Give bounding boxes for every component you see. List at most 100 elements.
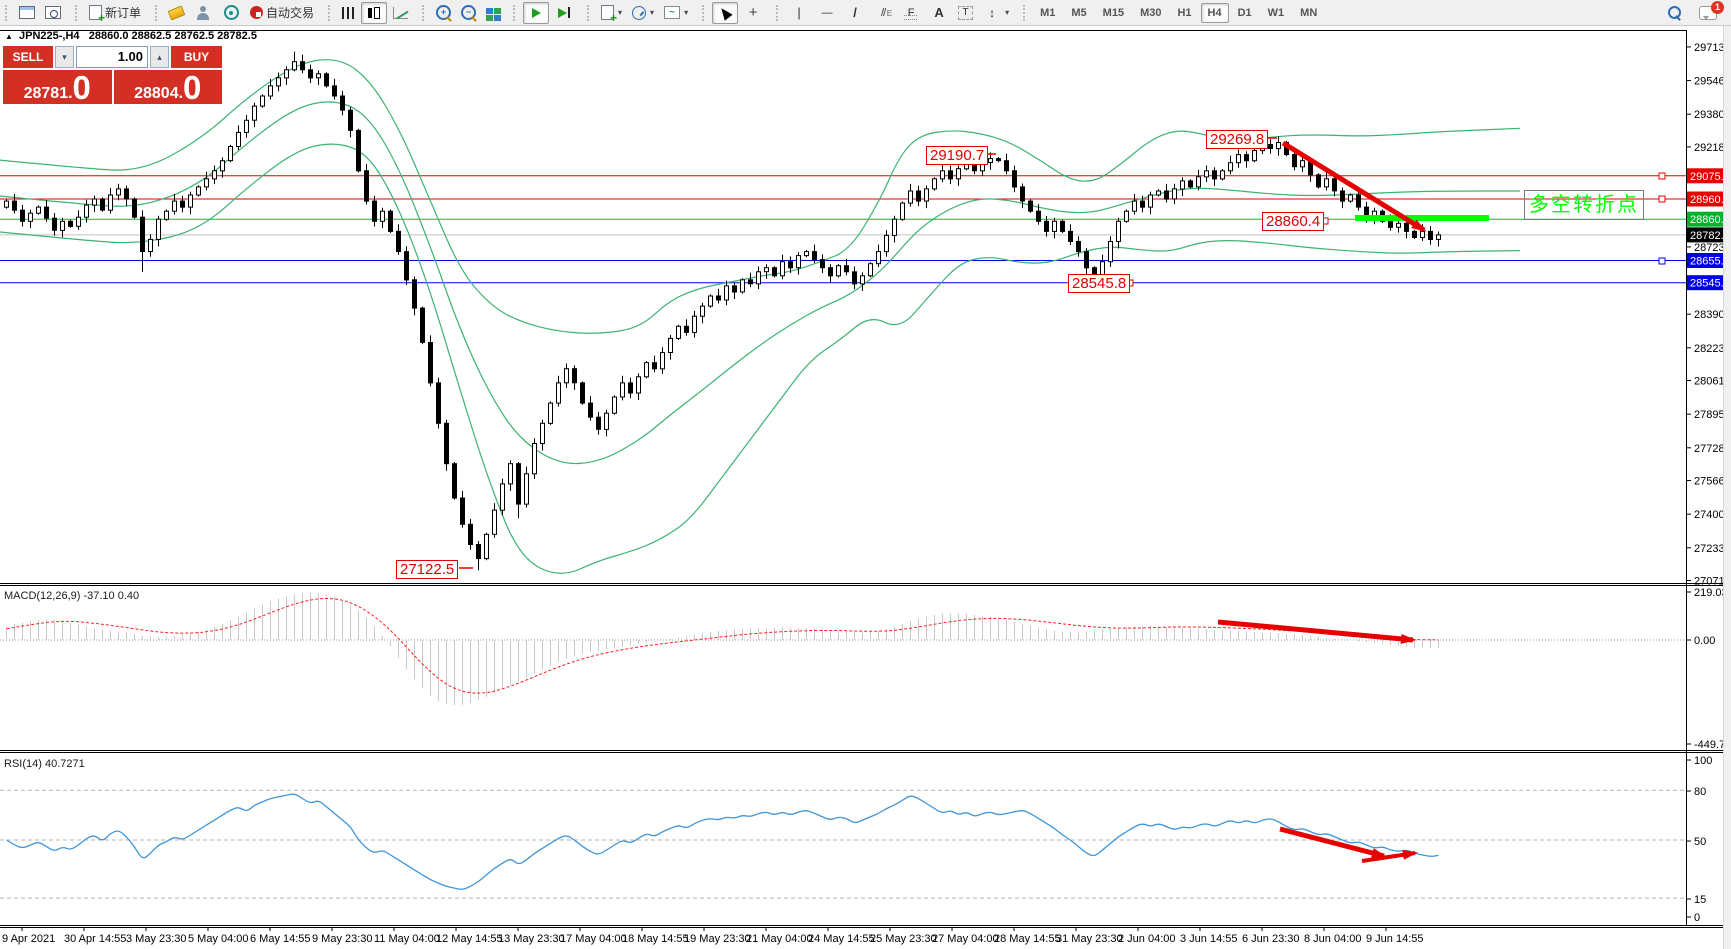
chevron-down-icon: ▾ [618,8,623,17]
buy-price-button[interactable]: 28804. 0 [113,70,222,104]
auto-scroll-button[interactable] [523,1,550,24]
svg-text:28655.7: 28655.7 [1690,256,1730,268]
time-axis: 9 Apr 2021 30 Apr 14:55 3 May 23:30 5 May 0… [2,928,1424,945]
toolbar-group: ▾ [771,0,1018,25]
zoom-in-button[interactable]: + [432,2,455,23]
volume-decrease-button[interactable]: ▾ [55,46,74,68]
svg-text:219.03: 219.03 [1694,587,1728,599]
macd-label: MACD(12,26,9) -37.10 0.40 [4,590,140,602]
templates-button[interactable]: ▾ [660,3,692,22]
text-icon [930,5,948,21]
text-button[interactable] [926,2,952,24]
text-label-button[interactable] [954,3,977,23]
zoom-out-button[interactable]: − [457,2,480,23]
svg-text:28960.2: 28960.2 [1690,194,1730,206]
svg-text:28723.0: 28723.0 [1694,242,1731,254]
buy-button[interactable]: BUY [171,46,222,68]
crosshair-button[interactable] [740,2,766,24]
bar-chart-button[interactable] [338,4,359,22]
timeframe-w1-button[interactable]: W1 [1267,6,1285,19]
trendline-button[interactable] [842,2,868,24]
chart-window-button[interactable] [15,3,39,22]
search-button[interactable] [1664,3,1685,22]
svg-text:21 May 04:00: 21 May 04:00 [746,933,813,945]
tile-windows-button[interactable] [482,7,503,17]
svg-text:3 May 23:30: 3 May 23:30 [126,933,187,945]
new-order-button[interactable]: 新订单 [85,1,145,24]
periods-button[interactable]: ▾ [628,3,658,23]
timeframe-m1-button[interactable]: M1 [1040,6,1056,19]
toolbar: 新订单 自动交易 +− ▾ ▾ ▾ ▾ M1 M5 M15 M30 H1 H4 D1 W1 MN 1 [0,0,1731,26]
arrows-button[interactable]: ▾ [979,2,1013,24]
svg-text:9 Jun 14:55: 9 Jun 14:55 [1366,933,1424,945]
horizontal-level-lines [0,175,1686,284]
price-label-28860[interactable]: 28860.4 [1262,212,1325,231]
indicators-button[interactable]: ▾ [597,2,626,24]
toolbar-group: 自动交易 [150,0,323,25]
candle-chart-button[interactable] [361,1,388,24]
svg-text:29075.1: 29075.1 [1690,171,1730,183]
equidistant-channel-button[interactable] [870,2,896,24]
buy-price-main: 28804 [134,85,179,102]
one-click-trading-panel: SELL ▾ ▴ BUY 28781.0 28804.0 [3,46,222,104]
candles [4,51,1441,571]
trend-arrow [1361,849,1418,863]
timeframe-h4-button[interactable]: H4 [1200,2,1229,23]
svg-text:12 May 14:55: 12 May 14:55 [436,933,503,945]
toolbar-group: 新订单 [70,0,150,25]
timeframe-mn-button[interactable]: MN [1300,6,1318,19]
timeframe-m30-button[interactable]: M30 [1140,6,1162,19]
volume-increase-button[interactable]: ▴ [150,46,169,68]
svg-text:29380.0: 29380.0 [1694,109,1731,121]
timeframe-m15-button[interactable]: M15 [1102,6,1125,19]
sell-button[interactable]: SELL [3,46,53,68]
signals-button[interactable] [218,2,244,24]
fibo-icon [902,5,920,21]
sell-price-big-digit: 0 [72,69,91,106]
fibonacci-button[interactable] [898,2,924,24]
toolbar-groups: 新订单 自动交易 +− ▾ ▾ ▾ ▾ M1 M5 M15 M30 H1 H4 D1 W1 MN [0,0,1329,25]
sell-price-button[interactable]: 28781. 0 [3,70,112,104]
rsi-pane: 100 80 50 15 0 [0,755,1712,924]
svg-text:27 May 04:00: 27 May 04:00 [932,933,999,945]
svg-text:29713.0: 29713.0 [1694,42,1731,54]
trend-arrow [1217,619,1416,644]
line-chart-button[interactable] [389,4,412,22]
timeframe-d1-button[interactable]: D1 [1237,6,1252,19]
vertical-line-button[interactable] [786,2,812,24]
line-handle-marker [1658,195,1666,203]
toolbar-right: 1 [1664,0,1731,23]
turning-point-text[interactable]: 多空转折点 [1524,190,1644,220]
volume-input[interactable] [76,46,148,68]
bars-icon [342,6,356,19]
tile-icon [486,7,494,14]
page-icon [89,5,105,24]
svg-text:29546.5: 29546.5 [1694,76,1731,88]
auto-trading-button[interactable]: 自动交易 [246,1,318,24]
expert-advisors-button[interactable] [190,2,216,24]
cursor-button[interactable] [712,1,739,24]
scrollbar[interactable] [1723,26,1731,949]
price-label-29190[interactable]: 29190.7 [926,146,989,165]
svg-text:27233.5: 27233.5 [1694,543,1731,555]
data-window-button[interactable] [41,3,65,22]
svg-text:6 May 14:55: 6 May 14:55 [250,933,311,945]
price-label-28545[interactable]: 28545.8 [1068,274,1131,293]
price-label-27122[interactable]: 27122.5 [396,560,459,579]
candles-icon [365,5,383,21]
price-label-29269[interactable]: 29269.8 [1206,130,1269,149]
symbol-collapse-icon[interactable]: ▲ [5,32,13,41]
timeframe-m5-button[interactable]: M5 [1071,6,1087,19]
chat-icon: 1 [1699,0,1724,20]
sell-price-dot: . [68,85,73,102]
chevron-down-icon: ▾ [650,8,655,17]
crayon-button[interactable] [165,5,188,21]
chart-shift-button[interactable] [551,2,577,24]
svg-text:28782.5: 28782.5 [1690,230,1730,242]
timeframe-h1-button[interactable]: H1 [1177,6,1192,19]
chart-annotations[interactable] [459,137,1666,863]
horizontal-line-button[interactable] [814,2,840,24]
chat-button[interactable]: 1 [1695,0,1724,23]
svg-text:-449.71: -449.71 [1694,739,1731,751]
